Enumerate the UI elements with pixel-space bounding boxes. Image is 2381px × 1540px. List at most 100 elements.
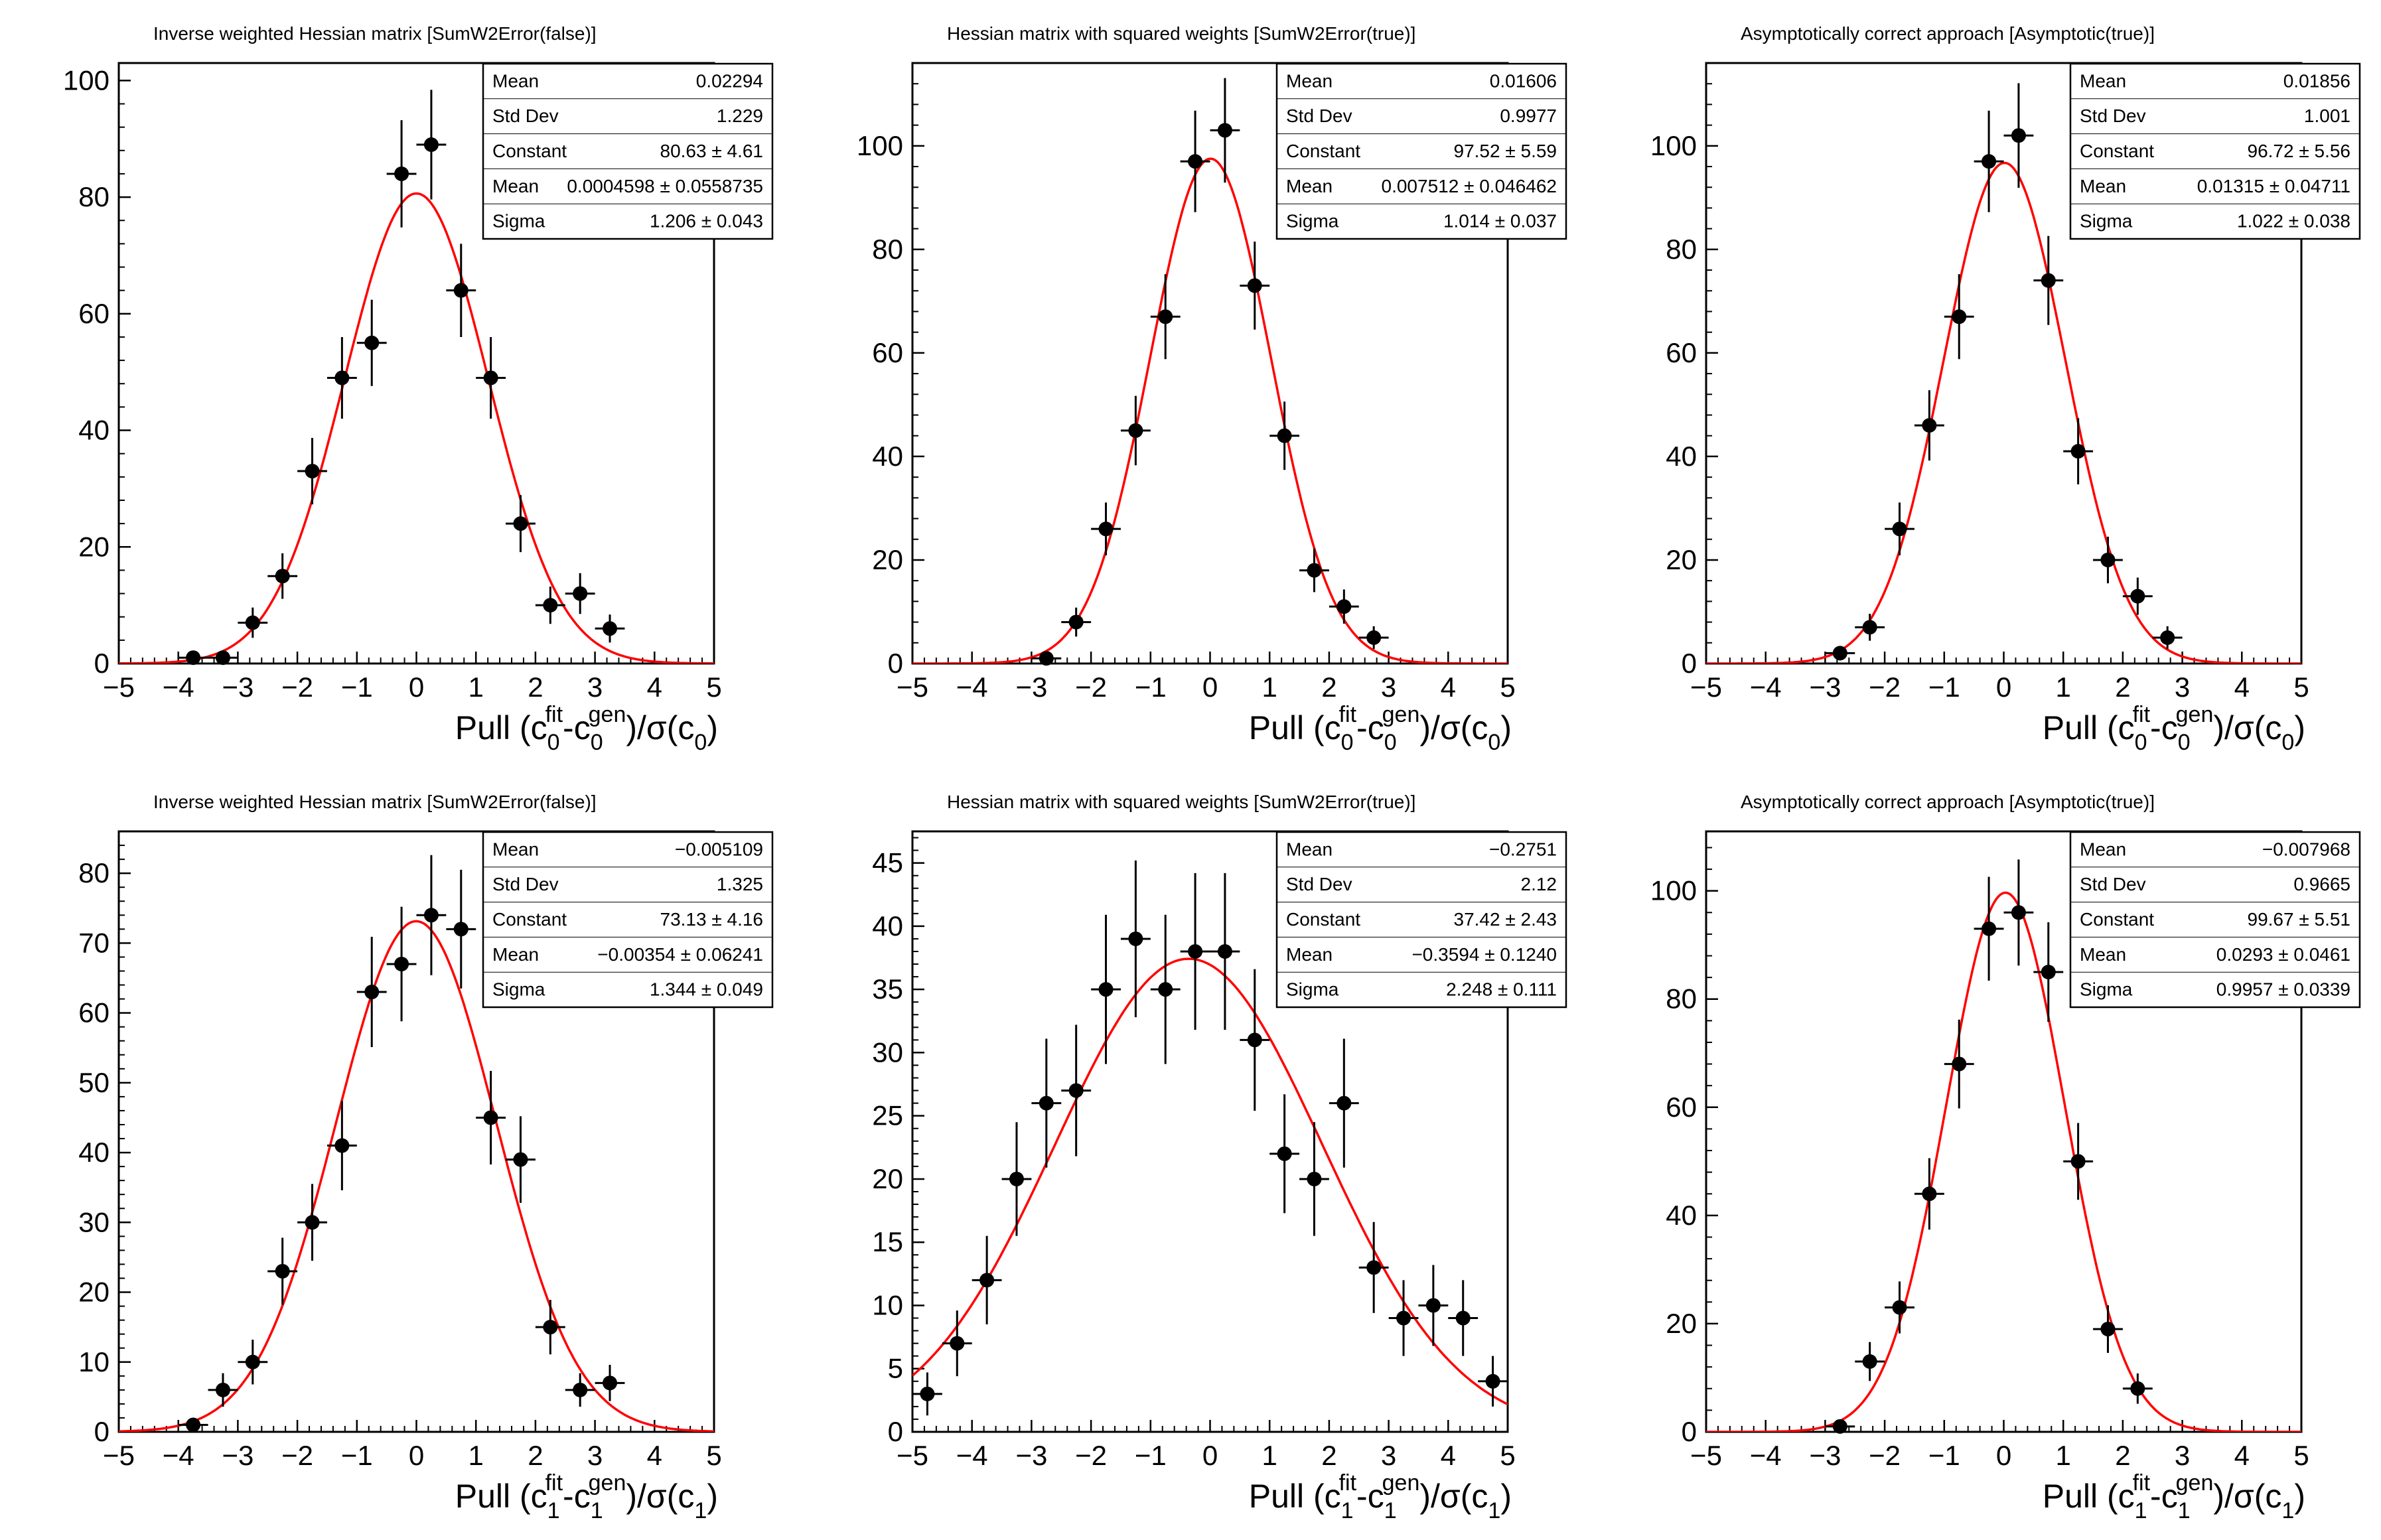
x-tick-label: 5	[706, 1440, 721, 1471]
data-point-marker	[2041, 273, 2056, 288]
stats-label: Mean	[1286, 70, 1333, 91]
data-point-marker	[2130, 589, 2145, 604]
stats-value: 1.229	[717, 105, 763, 126]
data-point-marker	[543, 598, 558, 613]
stats-value: 0.9957 ± 0.0339	[2216, 979, 2350, 1000]
data-point-marker	[1247, 1032, 1262, 1048]
x-tick-label: 3	[1381, 1440, 1396, 1471]
panel-c1-sumw2false: Inverse weighted Hessian matrix [SumW2Er…	[0, 768, 794, 1537]
x-tick-label: 1	[2056, 1440, 2071, 1471]
data-point-marker	[1832, 1419, 1847, 1434]
y-tick-label: 25	[872, 1100, 903, 1131]
x-axis-title: Pull (c0fit-c0gen)/σ(c0)	[455, 702, 718, 755]
data-point-marker	[1862, 1354, 1877, 1369]
data-point-marker	[543, 1320, 558, 1335]
data-point-marker	[305, 1215, 320, 1230]
stats-label: Mean	[1286, 176, 1333, 196]
y-tick-label: 40	[872, 441, 903, 472]
y-tick-label: 0	[1682, 648, 1697, 679]
x-tick-label: −2	[1869, 671, 1901, 703]
data-point-marker	[423, 908, 439, 923]
y-tick-label: 0	[94, 648, 109, 679]
data-point-marker	[1425, 1298, 1441, 1313]
x-tick-label: 0	[409, 671, 424, 703]
x-tick-label: 5	[1500, 671, 1515, 703]
stats-label: Std Dev	[2080, 874, 2146, 894]
y-tick-label: 20	[78, 1277, 109, 1308]
data-point-marker	[2130, 1381, 2145, 1396]
data-point-marker	[394, 166, 409, 181]
data-point-marker	[2160, 630, 2175, 645]
x-tick-label: −2	[281, 1440, 313, 1471]
pull-histogram-canvas: Asymptotically correct approach [Asympto…	[1650, 23, 2361, 755]
x-tick-label: −1	[1928, 1440, 1960, 1471]
y-tick-label: 15	[872, 1226, 903, 1257]
stats-value: 2.248 ± 0.111	[1446, 979, 1557, 1000]
y-tick-label: 0	[1682, 1416, 1697, 1447]
x-tick-label: 4	[647, 671, 662, 703]
x-axis-title: Pull (c1fit-c1gen)/σ(c1)	[455, 1470, 718, 1523]
stats-value: 80.63 ± 4.61	[660, 141, 764, 161]
stats-box	[2069, 62, 2361, 240]
x-tick-label: 0	[409, 1440, 424, 1471]
y-tick-label: 80	[78, 857, 109, 888]
data-point-marker	[423, 137, 439, 153]
panel-c1-sumw2true: Hessian matrix with squared weights [Sum…	[794, 768, 1587, 1537]
x-tick-label: −1	[1135, 1440, 1167, 1471]
x-tick-label: −3	[222, 1440, 253, 1471]
stats-label: Constant	[492, 909, 567, 930]
stats-value: −0.3594 ± 0.1240	[1411, 944, 1557, 965]
stats-box	[482, 831, 774, 1009]
fit-curve	[119, 192, 714, 664]
y-tick-label: 100	[63, 64, 109, 96]
data-point-marker	[1068, 1083, 1084, 1098]
data-point-marker	[1128, 423, 1143, 438]
data-point-marker	[1982, 921, 1997, 936]
y-tick-label: 40	[872, 910, 903, 942]
x-axis-title: Pull (c1fit-c1gen)/σ(c1)	[2043, 1470, 2305, 1523]
x-tick-label: 1	[1262, 671, 1277, 703]
stats-label: Constant	[1286, 909, 1360, 930]
stats-label: Mean	[2080, 176, 2126, 196]
y-tick-label: 20	[872, 544, 903, 575]
pull-histogram-canvas: Inverse weighted Hessian matrix [SumW2Er…	[78, 792, 774, 1523]
data-point-marker	[2070, 1154, 2086, 1169]
data-point-marker	[245, 615, 260, 630]
pull-histogram-canvas: Hessian matrix with squared weights [Sum…	[857, 23, 1567, 755]
panel-c0-sumw2true: Hessian matrix with squared weights [Sum…	[794, 0, 1587, 768]
data-point-marker	[1098, 982, 1114, 997]
data-point-marker	[1922, 418, 1937, 433]
x-tick-label: 1	[2056, 671, 2071, 703]
stats-value: 0.0293 ± 0.0461	[2216, 944, 2350, 965]
x-tick-label: −2	[281, 671, 313, 703]
y-tick-label: 80	[1666, 234, 1697, 265]
x-tick-label: 3	[1381, 671, 1396, 703]
data-point-marker	[1217, 123, 1232, 138]
data-point-marker	[1098, 522, 1114, 537]
stats-value: 0.007512 ± 0.046462	[1382, 176, 1557, 196]
data-point-marker	[453, 283, 469, 298]
stats-value: 0.0004598 ± 0.0558735	[567, 176, 763, 196]
stats-label: Sigma	[1286, 979, 1339, 1000]
y-tick-label: 60	[78, 997, 109, 1028]
stats-value: −0.00354 ± 0.06241	[597, 944, 763, 965]
y-tick-label: 100	[1650, 130, 1697, 161]
panel-c1-asymptotic: Asymptotically correct approach [Asympto…	[1587, 768, 2381, 1537]
data-point-marker	[1396, 1310, 1411, 1326]
data-point-marker	[1982, 154, 1997, 169]
data-point-marker	[1832, 646, 1847, 661]
data-point-marker	[2041, 964, 2056, 979]
data-point-marker	[513, 1152, 528, 1167]
data-point-marker	[603, 621, 618, 636]
stats-label: Constant	[492, 141, 567, 161]
y-tick-label: 20	[78, 531, 109, 562]
stats-value: 99.67 ± 5.51	[2248, 909, 2351, 930]
data-point-marker	[364, 985, 380, 1000]
stats-value: 97.52 ± 5.59	[1454, 141, 1557, 161]
x-tick-label: −1	[341, 1440, 373, 1471]
y-tick-label: 50	[78, 1067, 109, 1098]
stats-value: 1.001	[2304, 105, 2350, 126]
x-tick-label: −5	[897, 671, 928, 703]
x-tick-label: 0	[1996, 671, 2011, 703]
panel-title: Asymptotically correct approach [Asympto…	[1741, 792, 2155, 812]
